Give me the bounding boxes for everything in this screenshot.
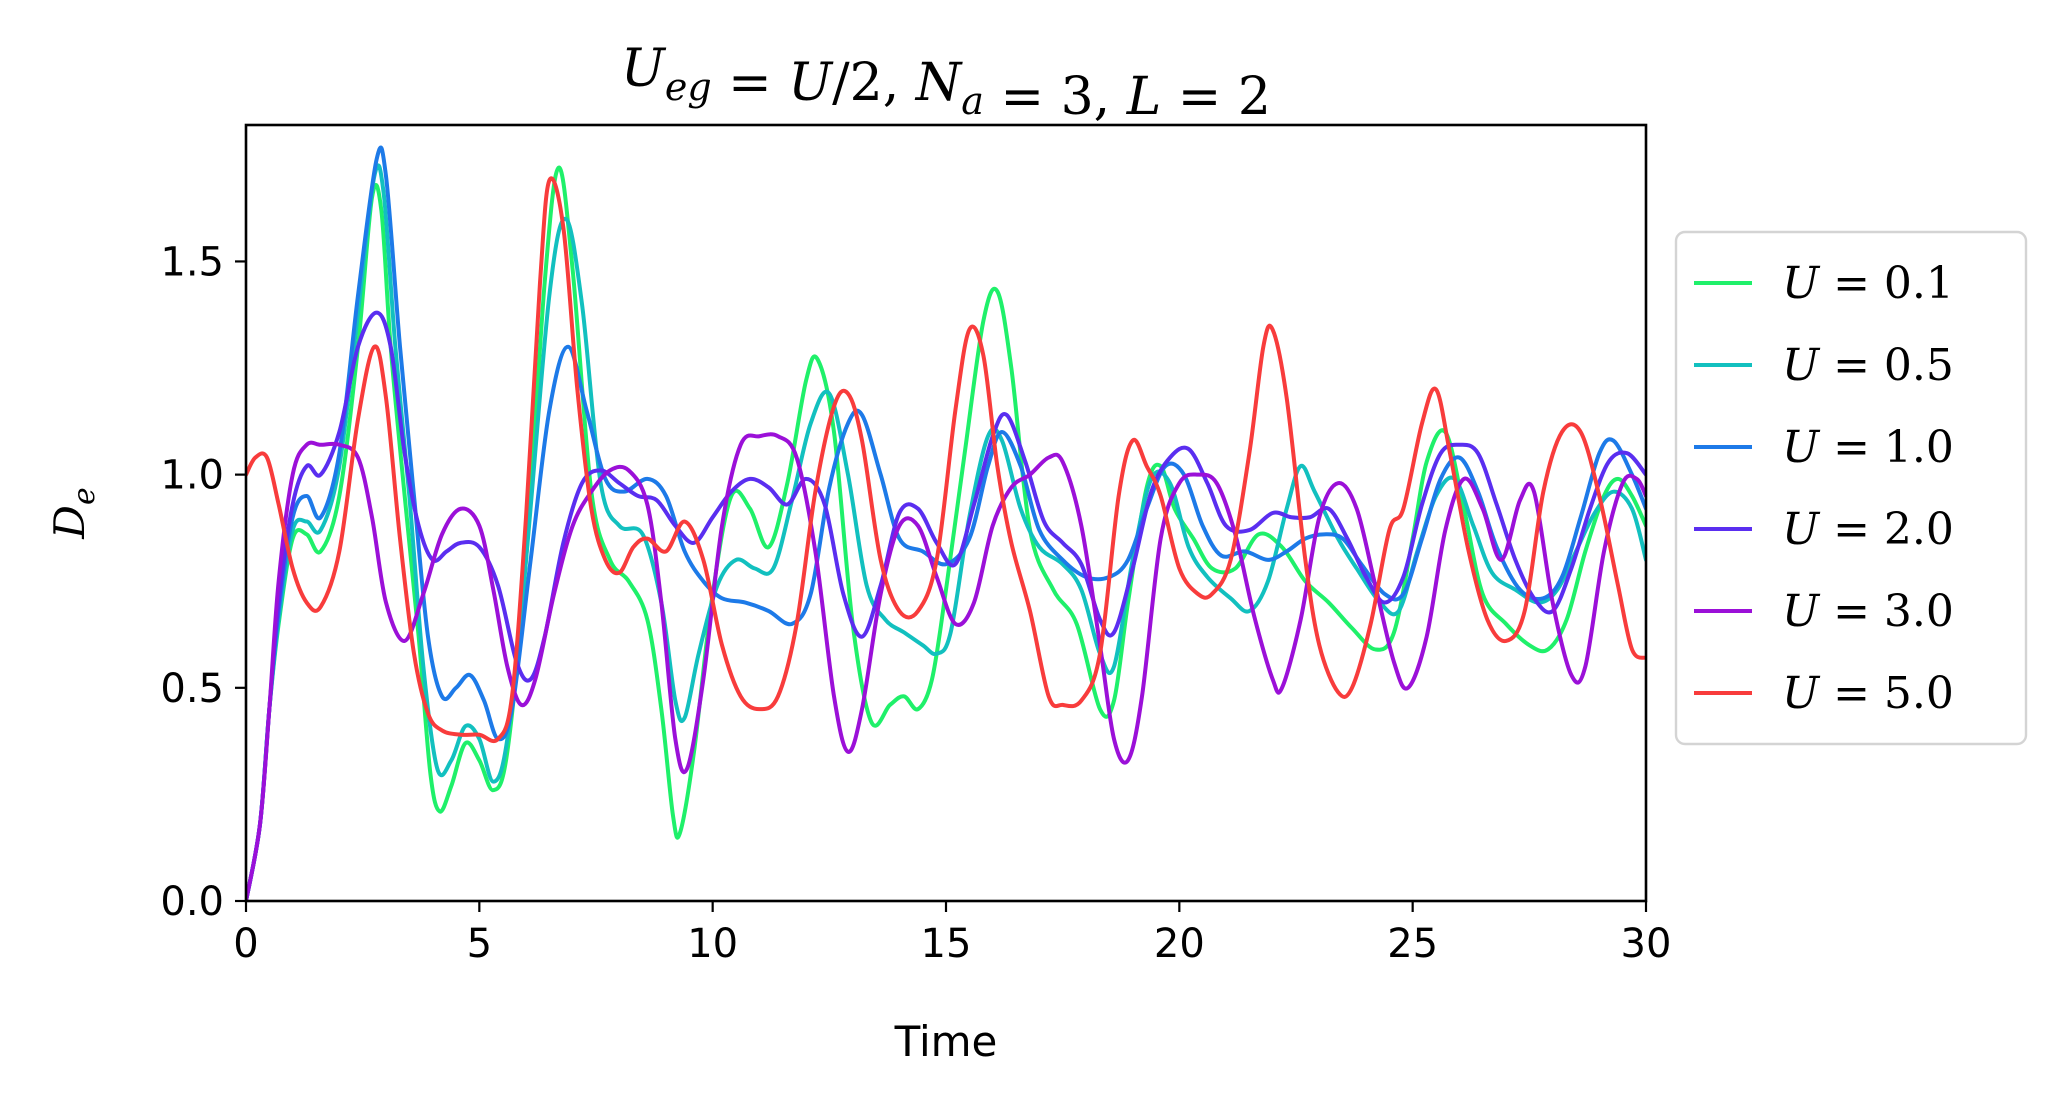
legend: U = 0.1 U = 0.5 U = 1.0 U = 2.0 U = 3.0 U = 5… [1674,230,2028,746]
legend-entry: U = 2.0 [1782,504,1954,555]
y-tick-label: 1.0 [160,453,224,499]
y-tick-label: 0.5 [160,666,224,712]
legend-entry: U = 0.1 [1782,258,1954,309]
x-tick-label: 15 [921,921,972,967]
axes-group: 0 5 10 15 20 25 30 0.0 0.5 1.0 1.5 Time De [45,123,1672,1066]
x-axis-label: Time [894,1017,998,1066]
series-lines [246,145,1646,901]
x-tick-label: 20 [1154,921,1205,967]
legend-entry: U = 0.5 [1782,340,1954,391]
series-line-5 [246,176,1646,744]
plot-area [246,145,1646,901]
chart-title-group: Ueg = U/2, Na = 3, L = 2 [621,39,1271,127]
series-line-1 [246,163,1646,901]
y-tick-label: 0.0 [160,879,224,925]
x-tick-label: 0 [233,921,258,967]
x-tick-label: 30 [1621,921,1672,967]
y-axis-label: De [45,487,102,539]
x-tick-label: 5 [467,921,492,967]
series-line-0 [246,165,1646,901]
legend-entry: U = 5.0 [1782,668,1954,719]
legend-entry: U = 3.0 [1782,586,1954,637]
legend-box [1674,230,2028,746]
chart-title: Ueg = U/2, Na = 3, L = 2 [621,39,1271,127]
series-line-3 [246,310,1646,901]
x-tick-label: 10 [687,921,738,967]
x-tick-label: 25 [1387,921,1438,967]
series-line-4 [246,432,1646,901]
legend-entry: U = 1.0 [1782,422,1954,473]
y-tick-label: 1.5 [160,239,224,285]
series-line-2 [246,145,1646,901]
